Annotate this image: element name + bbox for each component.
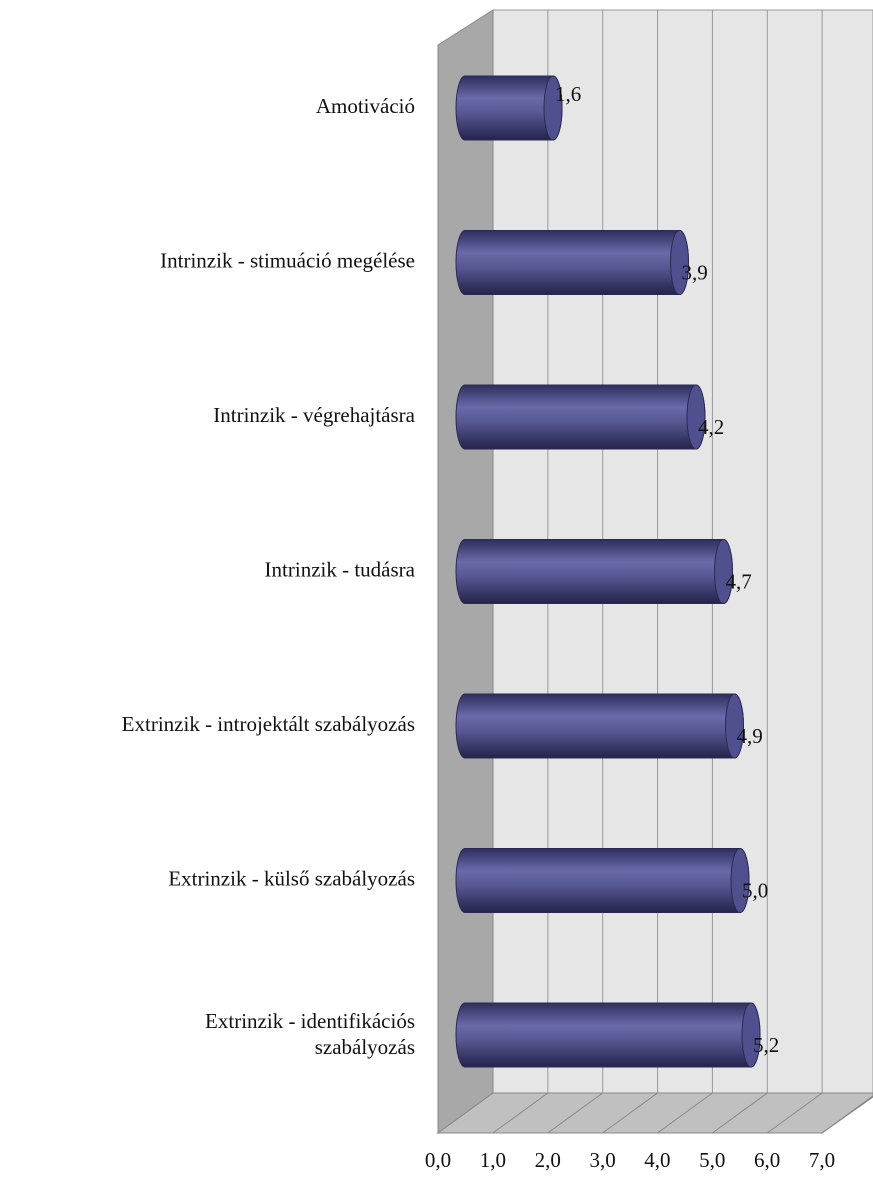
bar [455, 1002, 761, 1068]
bar-cap [730, 848, 750, 913]
x-tick-label: 3,0 [589, 1148, 615, 1172]
bar [455, 693, 744, 759]
category-label: Extrinzik - introjektált szabályozás [122, 712, 415, 736]
bar-body [455, 848, 750, 913]
bar-body [455, 1002, 761, 1068]
value-label: 4,2 [698, 415, 724, 439]
bar-cap [670, 230, 689, 295]
bar [455, 384, 706, 450]
x-tick-label: 5,0 [699, 1148, 725, 1172]
x-tick-label: 4,0 [644, 1148, 670, 1172]
category-label: Amotiváció [316, 94, 415, 118]
bar-body [455, 384, 706, 450]
value-label: 3,9 [682, 260, 708, 284]
grid-line-floor [547, 1092, 604, 1134]
bar-cap [725, 693, 744, 759]
value-label: 4,7 [726, 569, 752, 593]
value-label: 1,6 [555, 82, 581, 106]
grid-line-floor [657, 1092, 713, 1134]
bar-body [455, 230, 689, 295]
x-tick-label: 2,0 [535, 1148, 561, 1172]
category-label: Extrinzik - identifikációs szabályozás [205, 1009, 415, 1059]
value-label: 5,0 [742, 878, 768, 902]
x-tick-label: 0,0 [425, 1148, 451, 1172]
category-label: Intrinzik - tudásra [265, 557, 416, 581]
grid-line [766, 10, 823, 1134]
floor [436, 1092, 873, 1134]
grid-line [711, 10, 768, 1134]
bar-body [455, 693, 744, 759]
grid-line-floor [821, 1095, 873, 1134]
category-label: Intrinzik - végrehajtásra [213, 403, 415, 427]
category-label: Extrinzik - külső szabályozás [168, 866, 415, 890]
category-label: Intrinzik - stimuáció megélése [160, 248, 415, 272]
bar-cap [714, 539, 733, 604]
bar [455, 75, 563, 141]
grid-line-floor [602, 1092, 658, 1134]
bar-cap [741, 1002, 761, 1068]
x-tick-label: 1,0 [480, 1148, 506, 1172]
grid-line-floor [492, 1092, 549, 1134]
x-tick-label: 6,0 [754, 1148, 780, 1172]
value-label: 5,2 [753, 1033, 779, 1057]
bar [455, 848, 750, 913]
bar-body [455, 539, 733, 604]
x-tick-label: 7,0 [809, 1148, 835, 1172]
grid-line-floor [766, 1092, 823, 1134]
bar [455, 539, 733, 604]
value-label: 4,9 [737, 724, 763, 748]
bar-cap [686, 384, 706, 450]
bar-cap [543, 75, 563, 141]
bar [455, 230, 689, 295]
grid-line-floor [711, 1092, 768, 1134]
grid-line [821, 1095, 873, 1134]
